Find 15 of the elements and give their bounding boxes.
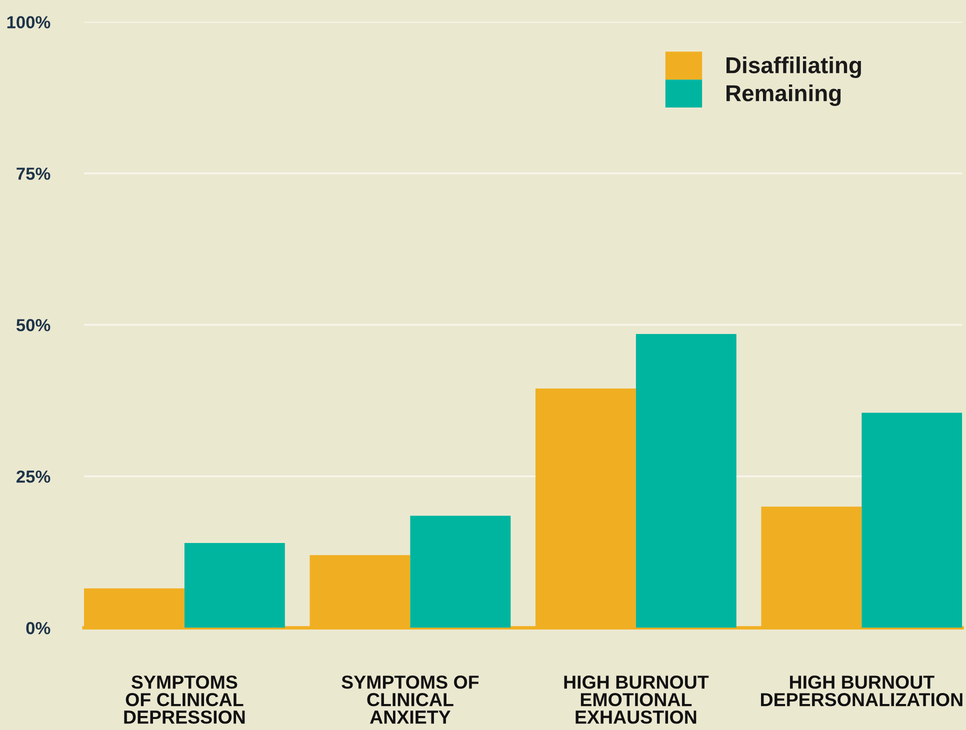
legend-label: Disaffiliating xyxy=(726,56,861,78)
bar xyxy=(862,412,962,628)
x-tick-label: SYMPTOMS OF CLINICAL DEPRESSION xyxy=(124,676,245,724)
bar xyxy=(636,334,736,628)
x-tick-label: HIGH BURNOUT DEPERSONALIZATION xyxy=(761,676,962,706)
y-tick-label: 25% xyxy=(16,470,50,483)
bar xyxy=(410,516,511,628)
y-tick-label: 50% xyxy=(16,319,50,332)
x-tick-label: SYMPTOMS OF CLINICAL ANXIETY xyxy=(342,676,479,724)
y-tick-label: 0% xyxy=(26,622,50,634)
y-tick-label: 100% xyxy=(7,16,50,28)
bar xyxy=(184,542,285,628)
y-tick-label: 75% xyxy=(16,168,50,180)
x-tick-label: HIGH BURNOUT EMOTIONAL EXHAUSTION xyxy=(564,676,709,724)
legend-label: Remaining xyxy=(726,84,841,106)
